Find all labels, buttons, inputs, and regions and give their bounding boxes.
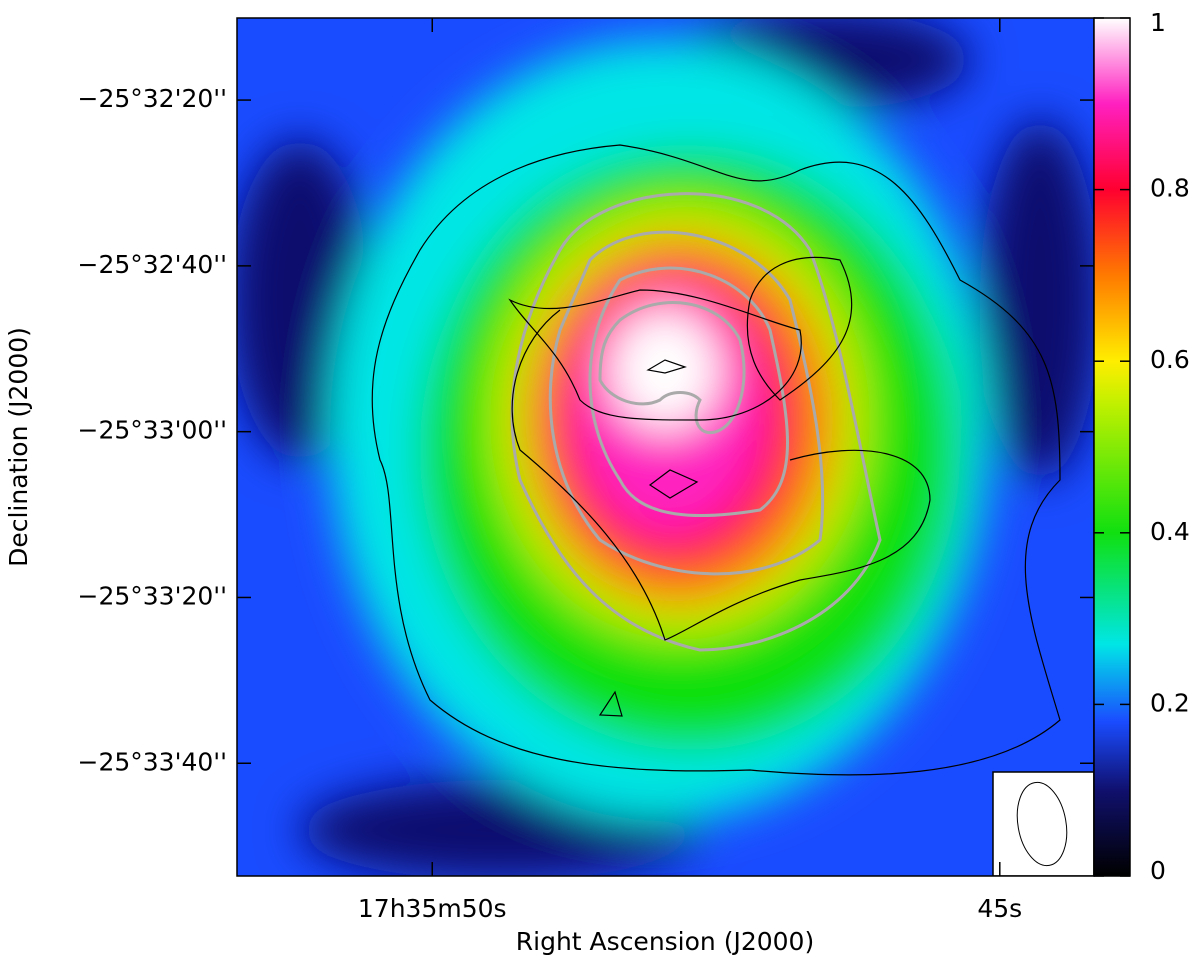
colorbar-tick-label: 0.8 xyxy=(1150,174,1190,203)
y-tick-label: −25°32'20'' xyxy=(78,84,228,113)
x-tick-label: 45s xyxy=(977,894,1022,923)
x-axis-label: Right Ascension (J2000) xyxy=(516,927,814,956)
y-tick-label: −25°33'00'' xyxy=(78,416,228,445)
colorbar-tick-label: 0.4 xyxy=(1150,517,1190,546)
y-tick-label: −25°33'20'' xyxy=(78,581,228,610)
map-image xyxy=(237,18,1094,876)
colorbar-tick-label: 1 xyxy=(1150,8,1166,37)
y-axis-label: Declination (J2000) xyxy=(4,327,33,567)
colorbar xyxy=(1093,17,1131,877)
colorbar-tick-label: 0.2 xyxy=(1150,688,1190,717)
x-tick-label: 17h35m50s xyxy=(358,894,507,923)
colorbar-tick-label: 0.6 xyxy=(1150,345,1190,374)
colorbar-tick-label: 0 xyxy=(1150,856,1166,885)
y-tick-label: −25°33'40'' xyxy=(78,747,228,776)
y-tick-label: −25°32'40'' xyxy=(78,250,228,279)
